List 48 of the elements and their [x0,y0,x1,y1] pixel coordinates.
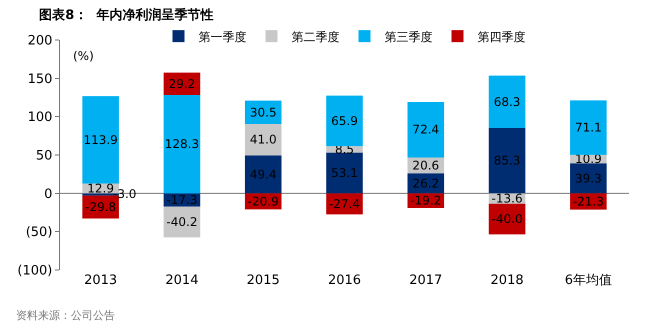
data-label: -17.3 [166,192,198,207]
y-tick-label: 100 [28,110,52,126]
data-label: -13.6 [492,192,523,206]
data-label: 113.9 [83,132,118,147]
data-label: -29.8 [85,200,116,214]
data-label: 30.5 [250,105,277,120]
legend-label: 第二季度 [292,30,340,44]
legend-label: 第三季度 [384,30,432,44]
data-label: 85.3 [494,154,520,168]
y-tick-label: (100) [17,264,52,279]
data-label: 53.1 [331,166,358,180]
data-label: 39.3 [575,171,602,186]
x-tick-label: 2016 [328,273,362,288]
y-tick-label: 200 [28,34,52,49]
y-axis-title: (%) [73,49,94,63]
y-tick-label: 0 [44,186,52,202]
data-label: -19.2 [410,194,442,208]
x-tick-label: 6年均值 [564,273,612,288]
legend-label: 第一季度 [198,30,246,44]
x-tick-label: 2017 [409,273,442,288]
x-tick-label: 2013 [84,273,118,288]
y-tick-label: 150 [28,72,52,87]
x-tick-label: 2014 [165,273,198,288]
x-tick-label: 2018 [490,273,524,288]
data-label: 26.2 [412,176,440,190]
data-label: 10.9 [575,152,602,166]
data-label: 71.1 [575,120,602,135]
y-tick-label: (50) [26,225,52,240]
data-label: 49.4 [250,167,277,182]
data-label: 72.4 [412,122,440,137]
data-label: 29.2 [168,76,196,91]
data-label: 128.3 [164,137,200,152]
data-label: 65.9 [331,114,358,128]
legend-label: 第四季度 [478,30,526,44]
chart-title: 图表8： 年内净利润呈季节性 [39,7,214,24]
data-label: -40.0 [492,212,523,226]
data-label: 20.6 [412,158,440,172]
data-label: -21.3 [572,194,604,208]
x-tick-label: 2015 [246,273,280,288]
data-label: 12.9 [87,181,114,196]
y-tick-label: 50 [36,148,52,164]
data-label: 68.3 [494,94,520,109]
data-label: -40.2 [166,215,198,230]
text: 资料来源：公司公告 [16,309,115,322]
data-label: 41.0 [250,132,277,147]
data-label: -27.4 [328,196,360,211]
data-label: -20.9 [248,194,279,208]
data-label: -3.0 [113,187,136,201]
